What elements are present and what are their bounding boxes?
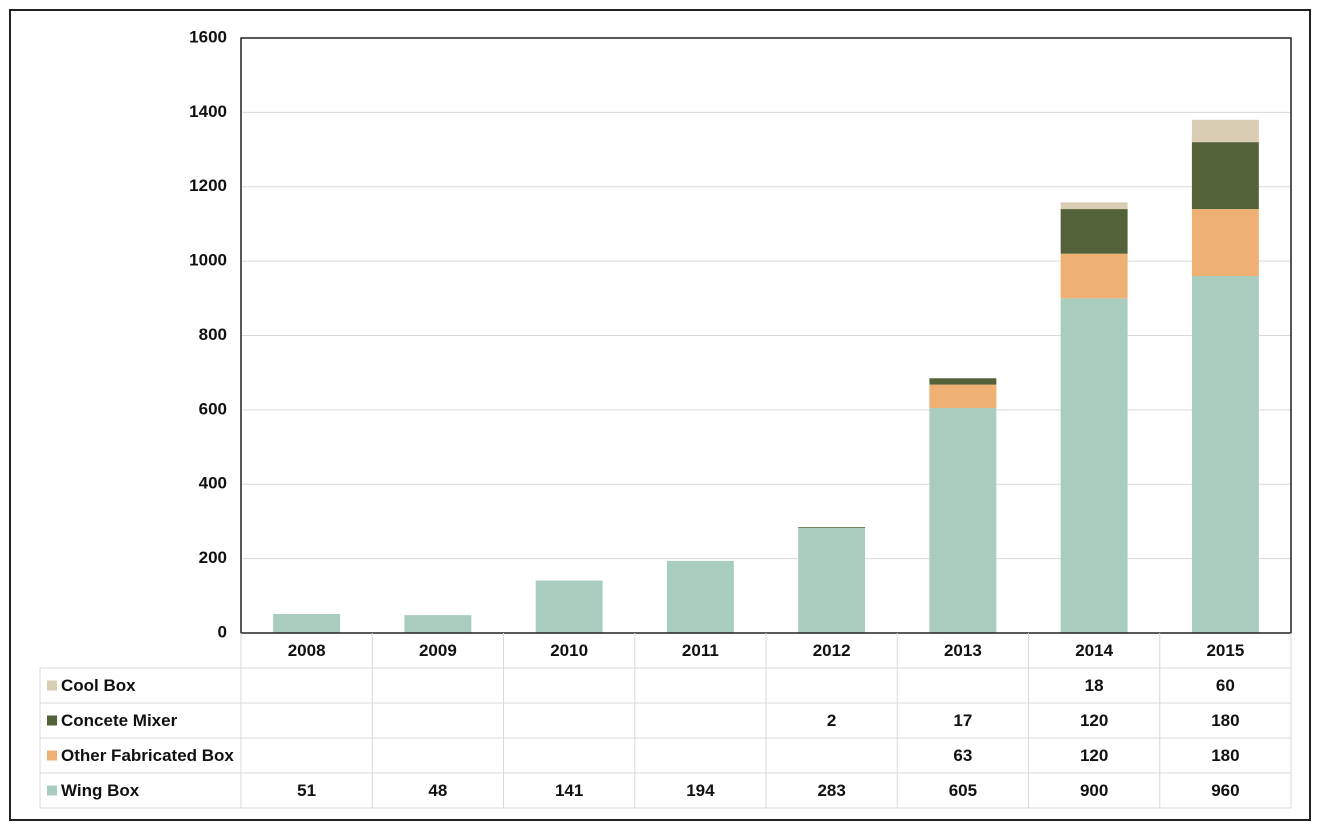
- legend-swatch: [47, 785, 57, 796]
- legend-swatch: [47, 680, 57, 691]
- x-tick-label: 2015: [1206, 641, 1244, 660]
- legend-label: Cool Box: [61, 676, 136, 695]
- legend-swatch: [47, 750, 57, 761]
- bar: [1191, 119, 1259, 143]
- table-value: 120: [1080, 711, 1108, 730]
- table-value: 60: [1216, 676, 1235, 695]
- table-value: 180: [1211, 711, 1239, 730]
- table-value: 63: [953, 746, 972, 765]
- bar: [1060, 202, 1128, 210]
- bar: [929, 378, 997, 385]
- y-tick-label: 1200: [189, 176, 227, 195]
- y-tick-label: 800: [199, 325, 227, 344]
- bar: [1060, 209, 1128, 254]
- table-value: 2: [827, 711, 836, 730]
- y-tick-label: 1400: [189, 102, 227, 121]
- x-tick-label: 2009: [419, 641, 457, 660]
- bar: [273, 614, 341, 633]
- bar: [1191, 142, 1259, 210]
- y-tick-label: 1600: [189, 27, 227, 46]
- table-value: 18: [1085, 676, 1104, 695]
- legend-swatch: [47, 715, 57, 726]
- bar: [1191, 209, 1259, 276]
- bar: [666, 560, 734, 633]
- table-value: 120: [1080, 746, 1108, 765]
- table-value: 283: [817, 781, 845, 800]
- table-value: 180: [1211, 746, 1239, 765]
- legend-label: Other Fabricated Box: [61, 746, 234, 765]
- table-value: 900: [1080, 781, 1108, 800]
- bar: [798, 527, 866, 528]
- x-tick-label: 2014: [1075, 641, 1113, 660]
- table-value: 17: [953, 711, 972, 730]
- y-tick-label: 0: [218, 622, 227, 641]
- table-value: 194: [686, 781, 715, 800]
- y-tick-label: 200: [199, 548, 227, 567]
- table-value: 141: [555, 781, 583, 800]
- x-tick-label: 2008: [288, 641, 326, 660]
- x-tick-label: 2011: [682, 641, 719, 660]
- bar: [535, 580, 603, 633]
- y-tick-label: 600: [199, 399, 227, 418]
- table-value: 960: [1211, 781, 1239, 800]
- bar: [929, 408, 997, 633]
- bar: [929, 384, 997, 409]
- x-tick-label: 2013: [944, 641, 982, 660]
- y-tick-label: 1000: [189, 251, 227, 270]
- table-value: 605: [949, 781, 977, 800]
- bar: [1191, 276, 1259, 633]
- bar: [1060, 298, 1128, 633]
- legend-label: Wing Box: [61, 781, 140, 800]
- bar: [798, 527, 866, 633]
- y-tick-label: 400: [199, 474, 227, 493]
- table-value: 51: [297, 781, 316, 800]
- bar: [1060, 253, 1128, 299]
- table-value: 48: [428, 781, 447, 800]
- bar: [404, 615, 472, 633]
- x-tick-label: 2012: [813, 641, 851, 660]
- x-tick-label: 2010: [550, 641, 588, 660]
- legend-label: Concete Mixer: [61, 711, 178, 730]
